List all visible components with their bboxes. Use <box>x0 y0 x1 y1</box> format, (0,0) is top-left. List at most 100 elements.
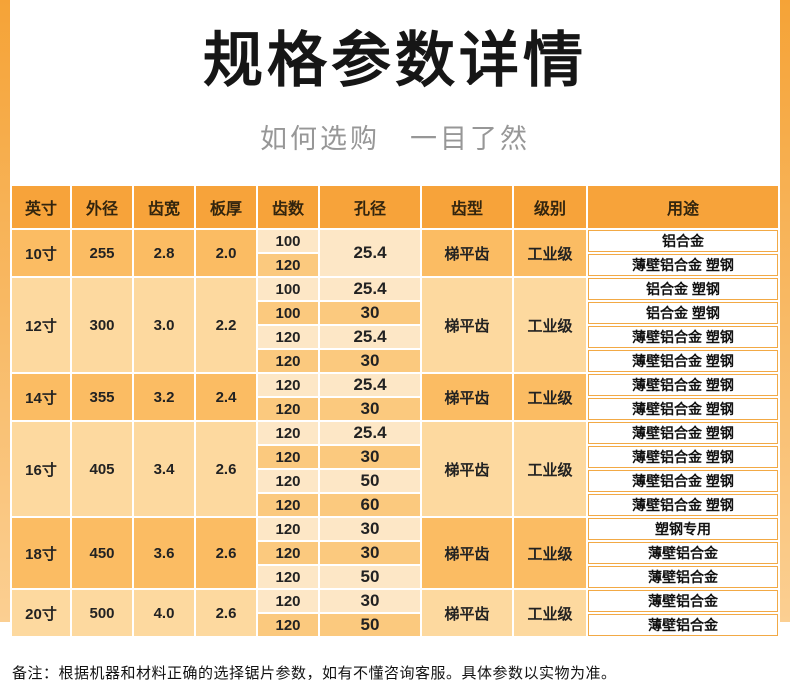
usage-cell: 薄壁铝合金 塑钢 <box>588 422 778 444</box>
usage-cell: 薄壁铝合金 塑钢 <box>588 326 778 348</box>
usage-cell: 薄壁铝合金 塑钢 <box>588 254 778 276</box>
plate-thickness-cell: 2.6 <box>196 590 256 636</box>
inch-cell: 10寸 <box>12 230 70 276</box>
outer-diameter-cell: 355 <box>72 374 132 420</box>
teeth-count-cell: 120 <box>258 590 318 612</box>
tooth-width-cell: 2.8 <box>134 230 194 276</box>
hole-diameter-cell: 25.4 <box>320 278 420 300</box>
table-row: 20寸 500 4.0 2.6 120 30 梯平齿 工业级 薄壁铝合金 <box>12 590 778 636</box>
teeth-count-cell: 100 <box>258 302 318 324</box>
usage-cell: 薄壁铝合金 塑钢 <box>588 374 778 396</box>
grade-cell: 工业级 <box>514 590 586 636</box>
outer-diameter-cell: 500 <box>72 590 132 636</box>
hole-diameter-cell: 30 <box>320 350 420 372</box>
teeth-count-cell: 120 <box>258 254 318 276</box>
usage-cell: 薄壁铝合金 塑钢 <box>588 470 778 492</box>
table-row: 14寸 355 3.2 2.4 120 25.4 梯平齿 工业级 薄壁铝合金 塑钢 <box>12 374 778 420</box>
teeth-count-cell: 120 <box>258 374 318 396</box>
plate-thickness-cell: 2.6 <box>196 518 256 588</box>
column-header: 孔径 <box>320 186 420 228</box>
table-row: 120 30 薄壁铝合金 塑钢 <box>12 398 778 420</box>
plate-thickness-cell: 2.0 <box>196 230 256 276</box>
inch-cell: 12寸 <box>12 278 70 372</box>
usage-cell: 薄壁铝合金 <box>588 566 778 588</box>
hole-diameter-cell: 50 <box>320 614 420 636</box>
outer-diameter-cell: 300 <box>72 278 132 372</box>
teeth-count-cell: 120 <box>258 518 318 540</box>
inch-cell: 16寸 <box>12 422 70 516</box>
table-row: 120 50 薄壁铝合金 <box>12 566 778 588</box>
hole-diameter-cell: 30 <box>320 518 420 540</box>
table-row: 16寸 405 3.4 2.6 120 25.4 梯平齿 工业级 薄壁铝合金 塑钢 <box>12 422 778 516</box>
column-header: 板厚 <box>196 186 256 228</box>
teeth-count-cell: 120 <box>258 542 318 564</box>
tooth-width-cell: 3.0 <box>134 278 194 372</box>
tooth-type-cell: 梯平齿 <box>422 374 512 420</box>
usage-cell: 薄壁铝合金 <box>588 542 778 564</box>
teeth-count-cell: 120 <box>258 398 318 420</box>
inch-cell: 14寸 <box>12 374 70 420</box>
table-row: 12寸 300 3.0 2.2 100 25.4 梯平齿 工业级 铝合金 塑钢 <box>12 278 778 372</box>
teeth-count-cell: 120 <box>258 422 318 444</box>
hole-diameter-cell: 25.4 <box>320 326 420 348</box>
grade-cell: 工业级 <box>514 230 586 276</box>
header-row: 英寸 外径 齿宽 板厚 齿数 孔径 齿型 级别 用途 <box>12 186 778 228</box>
tooth-type-cell: 梯平齿 <box>422 230 512 276</box>
column-header: 用途 <box>588 186 778 228</box>
usage-cell: 塑钢专用 <box>588 518 778 540</box>
hole-diameter-cell: 50 <box>320 566 420 588</box>
usage-cell: 薄壁铝合金 塑钢 <box>588 446 778 468</box>
outer-diameter-cell: 405 <box>72 422 132 516</box>
tooth-type-cell: 梯平齿 <box>422 590 512 636</box>
teeth-count-cell: 120 <box>258 566 318 588</box>
tooth-width-cell: 3.2 <box>134 374 194 420</box>
teeth-count-cell: 100 <box>258 278 318 300</box>
hole-diameter-cell: 25.4 <box>320 422 420 444</box>
teeth-count-cell: 120 <box>258 614 318 636</box>
plate-thickness-cell: 2.6 <box>196 422 256 516</box>
tooth-type-cell: 梯平齿 <box>422 422 512 516</box>
plate-thickness-cell: 2.2 <box>196 278 256 372</box>
table-row: 18寸 450 3.6 2.6 120 30 梯平齿 工业级 塑钢专用 <box>12 518 778 588</box>
hole-diameter-cell: 30 <box>320 542 420 564</box>
teeth-count-cell: 120 <box>258 494 318 516</box>
outer-diameter-cell: 450 <box>72 518 132 588</box>
table-row: 10寸 255 2.8 2.0 100 25.4 梯平齿 工业级 铝合金 <box>12 230 778 276</box>
plate-thickness-cell: 2.4 <box>196 374 256 420</box>
tooth-width-cell: 4.0 <box>134 590 194 636</box>
column-header: 级别 <box>514 186 586 228</box>
hole-diameter-cell: 50 <box>320 470 420 492</box>
page-subtitle: 如何选购 一目了然 <box>260 124 530 154</box>
tooth-type-cell: 梯平齿 <box>422 278 512 372</box>
tooth-width-cell: 3.4 <box>134 422 194 516</box>
table-row: 120 25.4 薄壁铝合金 塑钢 <box>12 326 778 348</box>
usage-cell: 薄壁铝合金 塑钢 <box>588 398 778 420</box>
table-row: 120 30 薄壁铝合金 塑钢 <box>12 350 778 372</box>
usage-cell: 薄壁铝合金 <box>588 590 778 612</box>
hole-diameter-cell: 25.4 <box>320 230 420 276</box>
table-row: 120 30 薄壁铝合金 塑钢 <box>12 446 778 468</box>
column-header: 齿数 <box>258 186 318 228</box>
usage-cell: 铝合金 <box>588 230 778 252</box>
usage-cell: 铝合金 塑钢 <box>588 278 778 300</box>
right-accent-strip <box>780 0 790 622</box>
hole-diameter-cell: 30 <box>320 302 420 324</box>
table-row: 120 60 薄壁铝合金 塑钢 <box>12 494 778 516</box>
usage-cell: 薄壁铝合金 塑钢 <box>588 350 778 372</box>
hole-diameter-cell: 30 <box>320 446 420 468</box>
column-header: 齿型 <box>422 186 512 228</box>
column-header: 英寸 <box>12 186 70 228</box>
page-title: 规格参数详情 <box>203 27 587 94</box>
hole-diameter-cell: 60 <box>320 494 420 516</box>
grade-cell: 工业级 <box>514 518 586 588</box>
hole-diameter-cell: 30 <box>320 398 420 420</box>
table-row: 120 50 薄壁铝合金 <box>12 614 778 636</box>
hole-diameter-cell: 30 <box>320 590 420 612</box>
column-header: 齿宽 <box>134 186 194 228</box>
teeth-count-cell: 120 <box>258 470 318 492</box>
usage-cell: 铝合金 塑钢 <box>588 302 778 324</box>
table-row: 120 薄壁铝合金 塑钢 <box>12 254 778 276</box>
column-header: 外径 <box>72 186 132 228</box>
usage-cell: 薄壁铝合金 塑钢 <box>588 494 778 516</box>
